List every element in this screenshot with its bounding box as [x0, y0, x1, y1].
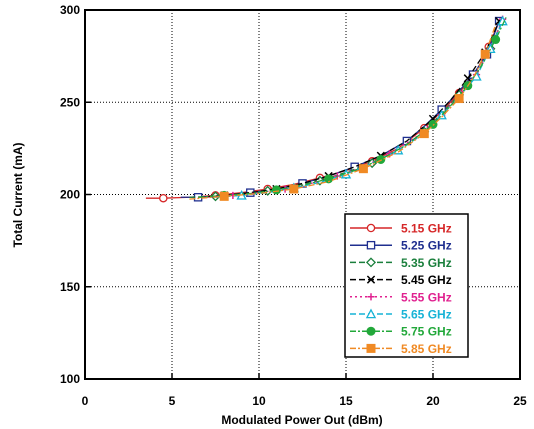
legend-item: 5.75 GHz: [350, 325, 452, 339]
legend-item: 5.45 GHz: [350, 273, 452, 287]
legend-label: 5.15 GHz: [401, 222, 452, 236]
data-point: [463, 74, 472, 83]
legend-marker: [366, 240, 376, 250]
legend-item: 5.55 GHz: [350, 290, 452, 304]
legend-item: 5.25 GHz: [350, 239, 452, 253]
x-tick-label: 10: [252, 394, 266, 408]
y-tick-label: 150: [60, 280, 80, 294]
data-point: [271, 185, 281, 195]
legend-box: [344, 213, 469, 358]
legend: 5.15 GHz 5.25 GHz 5.35 GHz 5.45 GHz 5.55 GHz…: [344, 213, 469, 358]
axis-ticks: 0 5 10 15 20 25 100 150 200 250 300: [60, 3, 527, 408]
legend-marker: [365, 257, 377, 268]
legend-label: 5.75 GHz: [401, 325, 452, 339]
legend-label: 5.65 GHz: [401, 308, 452, 322]
x-tick-label: 5: [169, 394, 176, 408]
legend-label: 5.55 GHz: [401, 290, 452, 304]
series-group: [145, 15, 508, 203]
data-point: [358, 164, 368, 174]
y-axis-label: Total Current (mA): [11, 142, 25, 247]
legend-marker: [366, 343, 376, 353]
x-tick-label: 15: [339, 394, 353, 408]
legend-label: 5.45 GHz: [401, 273, 452, 287]
legend-marker: [367, 293, 375, 301]
legend-marker: [366, 326, 376, 336]
legend-marker: [365, 308, 377, 319]
y-tick-label: 300: [60, 3, 80, 17]
legend-label: 5.35 GHz: [401, 256, 452, 270]
y-tick-label: 100: [60, 372, 80, 386]
grid: [85, 10, 520, 379]
data-point: [454, 94, 464, 104]
legend-label: 5.85 GHz: [401, 342, 452, 356]
series-line: [180, 20, 500, 198]
x-tick-label: 20: [426, 394, 440, 408]
legend-marker: [366, 223, 376, 233]
x-axis-label: Modulated Power Out (dBm): [221, 413, 382, 427]
series-line: [198, 17, 507, 198]
series-5-85-ghz: [189, 24, 497, 201]
y-tick-label: 250: [60, 95, 80, 109]
legend-label: 5.25 GHz: [401, 239, 452, 253]
legend-item: 5.15 GHz: [350, 222, 452, 236]
data-point: [324, 174, 334, 184]
data-point: [159, 193, 168, 203]
data-point: [419, 129, 429, 139]
series-5-75-ghz: [198, 17, 507, 200]
legend-item: 5.35 GHz: [350, 256, 452, 270]
data-point: [289, 184, 299, 194]
series-line: [189, 24, 497, 200]
data-point: [480, 49, 490, 59]
y-tick-label: 200: [60, 188, 80, 202]
legend-item: 5.65 GHz: [350, 308, 452, 322]
x-tick-label: 0: [82, 394, 89, 408]
x-tick-label: 25: [513, 394, 527, 408]
legend-item: 5.85 GHz: [350, 342, 452, 356]
data-point: [219, 191, 229, 201]
data-point: [491, 35, 501, 45]
legend-marker: [366, 275, 376, 284]
